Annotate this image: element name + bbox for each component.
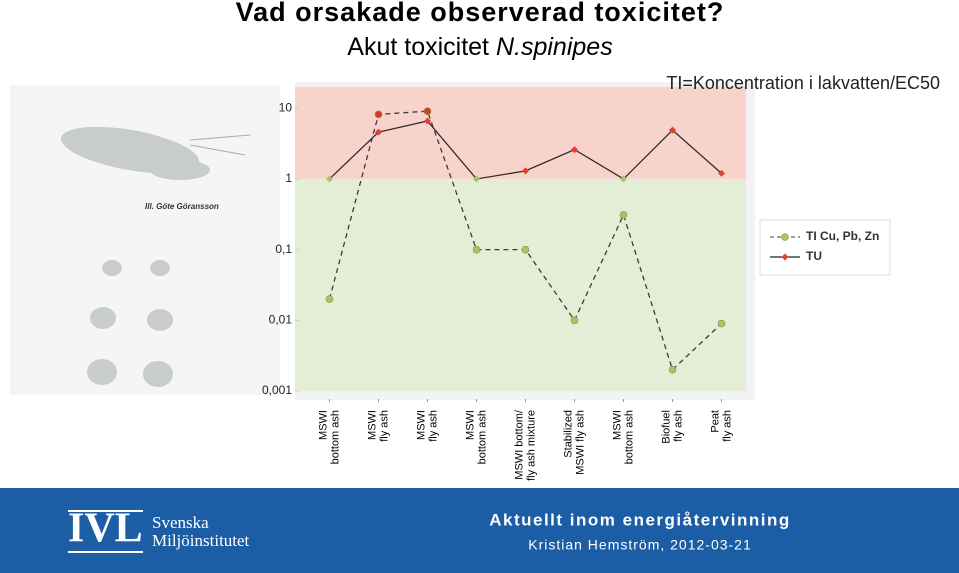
illustration — [10, 85, 280, 395]
y-tick-label: 10 — [279, 100, 293, 114]
x-tick-label: fly ash — [721, 410, 733, 442]
x-tick-label: fly ash — [378, 410, 390, 442]
x-tick-label: MSWI fly ash — [574, 410, 586, 475]
legend-label: TU — [806, 249, 822, 263]
data-point — [619, 211, 628, 219]
data-point — [325, 295, 334, 303]
illustration-credit: Ill. Göte Göransson — [145, 202, 219, 211]
y-tick-label: 0,001 — [262, 383, 292, 397]
y-tick-label: 0,01 — [269, 312, 293, 326]
footer-band — [0, 488, 959, 573]
data-point — [570, 316, 579, 325]
legend-box — [759, 219, 891, 276]
data-point — [424, 117, 431, 125]
data-point — [473, 175, 480, 183]
org-name: Miljöinstitutet — [152, 531, 250, 550]
x-tick-label: fly ash — [672, 410, 684, 442]
footer-logo: IVL — [68, 506, 143, 552]
x-tick-label: MSWI — [415, 410, 427, 440]
legend: TI Cu, Pb, Zn TU — [770, 229, 879, 263]
x-tick-label: MSWI — [611, 410, 623, 440]
x-tick-label: MSWI — [317, 410, 329, 440]
subtitle-text: Akut toxicitet — [347, 33, 489, 61]
data-point — [781, 253, 789, 261]
x-tick-label: Biofuel — [660, 410, 672, 444]
footer-byline: Kristian Hemström, 2012-03-21 — [528, 537, 752, 553]
y-tick-label: 1 — [285, 171, 292, 185]
x-tick-label: MSWI — [464, 410, 476, 440]
x-tick-label: MSWI — [366, 410, 378, 440]
x-tick-label: bottom ash — [476, 410, 488, 464]
data-point — [668, 365, 677, 374]
data-point — [472, 245, 481, 254]
x-tick-label: bottom ash — [329, 410, 341, 464]
subtitle-species: N.spinipes — [496, 33, 613, 61]
x-tick-label: fly ash — [427, 410, 439, 442]
x-tick-label: fly ash mixture — [525, 410, 537, 481]
annotation: TI=Koncentration i lakvatten/EC50 — [666, 73, 940, 93]
data-point — [571, 146, 578, 154]
data-point — [718, 169, 725, 177]
y-tick-label: 0,1 — [275, 242, 292, 256]
data-point — [375, 128, 382, 136]
x-tick-label: Peat — [709, 410, 721, 433]
band — [295, 178, 746, 391]
data-point — [374, 110, 383, 119]
data-point — [326, 175, 333, 183]
slide-title: Vad orsakade observerad toxicitet? — [236, 0, 725, 27]
data-point — [620, 175, 627, 183]
band — [295, 87, 746, 179]
x-tick-label: MSWI bottom/ — [513, 409, 525, 480]
footer-event: Aktuellt inom energiåtervinning — [489, 510, 791, 529]
data-point — [423, 107, 432, 115]
org-name: Svenska — [152, 513, 209, 532]
x-tick-label: bottom ash — [623, 410, 635, 464]
data-point — [522, 167, 529, 175]
data-point — [781, 233, 789, 241]
data-point — [521, 245, 530, 254]
data-point — [669, 126, 676, 134]
x-tick-label: Stabilized — [562, 410, 574, 458]
slide-subtitle: Akut toxicitet N.spinipes — [347, 33, 612, 61]
data-point — [717, 319, 726, 328]
legend-label: TI Cu, Pb, Zn — [806, 229, 879, 243]
